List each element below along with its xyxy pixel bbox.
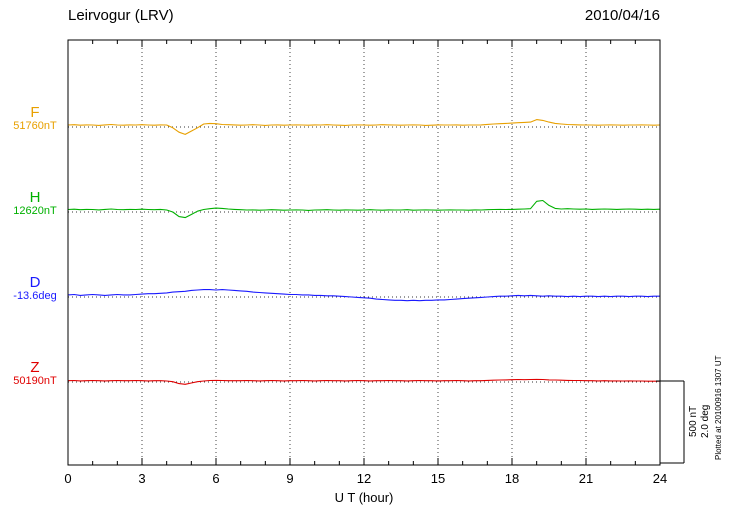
x-tick-label-9: 9 xyxy=(286,471,293,486)
scale-bar-nT-label: 500 nT xyxy=(688,405,699,437)
series-letter-F: F xyxy=(30,104,40,121)
station-title: Leirvogur (LRV) xyxy=(68,7,174,24)
scale-bar-labels: 500 nT 2.0 deg xyxy=(688,377,711,465)
series-label-Z: Z 50190nT xyxy=(6,360,64,387)
x-tick-label-15: 15 xyxy=(431,471,445,486)
series-letter-D: D xyxy=(29,274,41,291)
plot-frame xyxy=(67,39,661,466)
trace-H xyxy=(67,199,661,219)
series-baseline-value-D: -13.6deg xyxy=(13,290,57,302)
trace-D xyxy=(67,289,660,302)
x-tick-label-0: 0 xyxy=(64,471,71,486)
series-label-F: F 51760nT xyxy=(6,105,64,132)
scale-bar-deg-label: 2.0 deg xyxy=(700,404,711,438)
x-tick-label-12: 12 xyxy=(357,471,371,486)
series-letter-H: H xyxy=(29,189,41,206)
plotted-at-note: Plotted at 20100916 1307 UT xyxy=(714,355,723,461)
x-axis-label: U T (hour) xyxy=(334,490,394,505)
x-tick-label-3: 3 xyxy=(138,471,145,486)
x-tick-label-18: 18 xyxy=(505,471,519,486)
date-label: 2010/04/16 xyxy=(584,7,660,24)
series-baseline-value-H: 12620nT xyxy=(13,205,57,217)
series-label-D: D -13.6deg xyxy=(6,275,64,302)
x-tick-label-21: 21 xyxy=(579,471,593,486)
series-baseline-value-F: 51760nT xyxy=(13,120,57,132)
series-baseline-value-Z: 50190nT xyxy=(13,375,57,387)
series-label-H: H 12620nT xyxy=(6,190,64,217)
x-tick-label-24: 24 xyxy=(653,471,667,486)
trace-Z xyxy=(67,378,660,385)
series-letter-Z: Z xyxy=(30,359,40,376)
x-tick-label-6: 6 xyxy=(212,471,219,486)
trace-F xyxy=(67,119,661,135)
